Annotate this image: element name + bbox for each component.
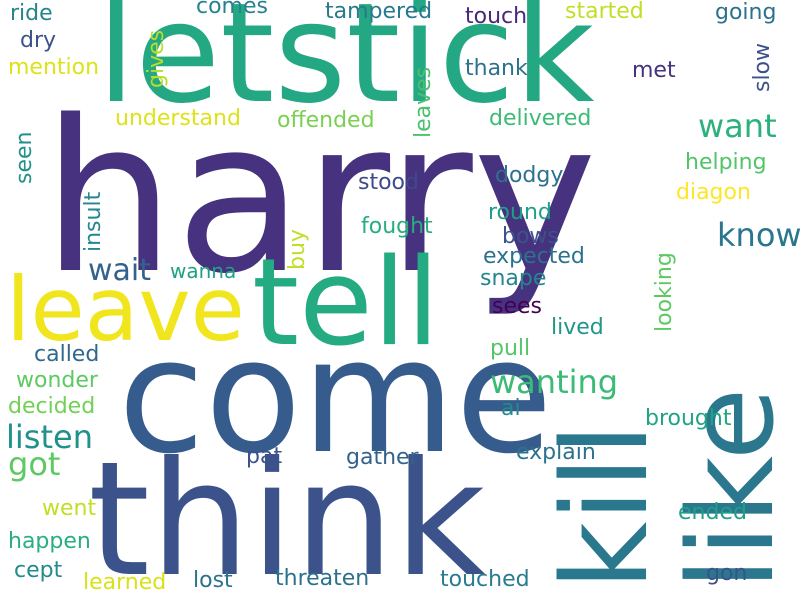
word-diagon: diagon <box>676 180 751 205</box>
word-slow: slow <box>750 42 775 92</box>
word-explain: explain <box>516 440 596 465</box>
word-called: called <box>34 342 100 367</box>
word-learned: learned <box>83 570 167 595</box>
word-touched: touched <box>440 567 530 592</box>
word-delivered: delivered <box>489 106 592 131</box>
word-sees: sees <box>492 294 542 319</box>
word-pat: pat <box>246 444 283 469</box>
word-gon: gon <box>706 561 748 586</box>
word-ride: ride <box>10 1 53 26</box>
word-thank: thank <box>465 56 528 81</box>
word-helping: helping <box>685 150 767 175</box>
word-round: round <box>488 200 552 225</box>
word-fought: fought <box>361 214 433 239</box>
word-cept: cept <box>14 558 63 583</box>
word-threaten: threaten <box>275 566 370 591</box>
word-letstick: letstick <box>97 0 595 134</box>
word-looking: looking <box>652 252 677 332</box>
word-comes: comes <box>196 0 268 19</box>
word-gives: gives <box>144 29 169 88</box>
word-ai: ai <box>501 396 521 421</box>
word-seen: seen <box>12 131 37 184</box>
word-leaves: leaves <box>411 66 436 138</box>
word-decided: decided <box>8 394 96 419</box>
word-think: think <box>88 428 486 600</box>
word-listen: listen <box>6 418 93 456</box>
word-wanna: wanna <box>170 259 237 283</box>
word-wanting: wanting <box>490 363 619 401</box>
word-bows: bows <box>502 224 559 249</box>
word-started: started <box>565 0 644 24</box>
word-expected: expected <box>483 244 585 269</box>
word-happen: happen <box>8 529 91 554</box>
word-tell: tell <box>252 234 440 373</box>
word-ended: ended <box>678 500 747 525</box>
word-dodgy: dodgy <box>495 163 564 188</box>
word-harry: harry <box>42 75 598 320</box>
word-tampered: tampered <box>325 0 433 24</box>
word-wonder: wonder <box>16 368 98 393</box>
word-lived: lived <box>551 315 604 340</box>
word-snape: snape <box>480 266 547 291</box>
word-met: met <box>632 58 676 83</box>
word-leave: leave <box>6 258 245 361</box>
word-pull: pull <box>490 336 531 361</box>
word-understand: understand <box>115 106 241 131</box>
word-touch: touch <box>465 4 528 29</box>
word-dry: dry <box>20 28 57 53</box>
word-went: went <box>42 496 97 521</box>
word-gather: gather <box>346 445 419 470</box>
word-going: going <box>715 0 777 25</box>
word-brought: brought <box>645 406 732 431</box>
word-stood: stood <box>358 170 419 195</box>
word-insult: insult <box>81 191 106 252</box>
word-buy: buy <box>285 229 310 270</box>
word-know: know <box>717 216 800 254</box>
word-lost: lost <box>193 568 233 593</box>
word-want: want <box>698 107 777 145</box>
word-offended: offended <box>277 108 375 133</box>
word-mention: mention <box>8 55 100 80</box>
word-got: got <box>8 445 61 483</box>
word-come: come <box>118 305 553 489</box>
word-wait: wait <box>88 253 152 288</box>
